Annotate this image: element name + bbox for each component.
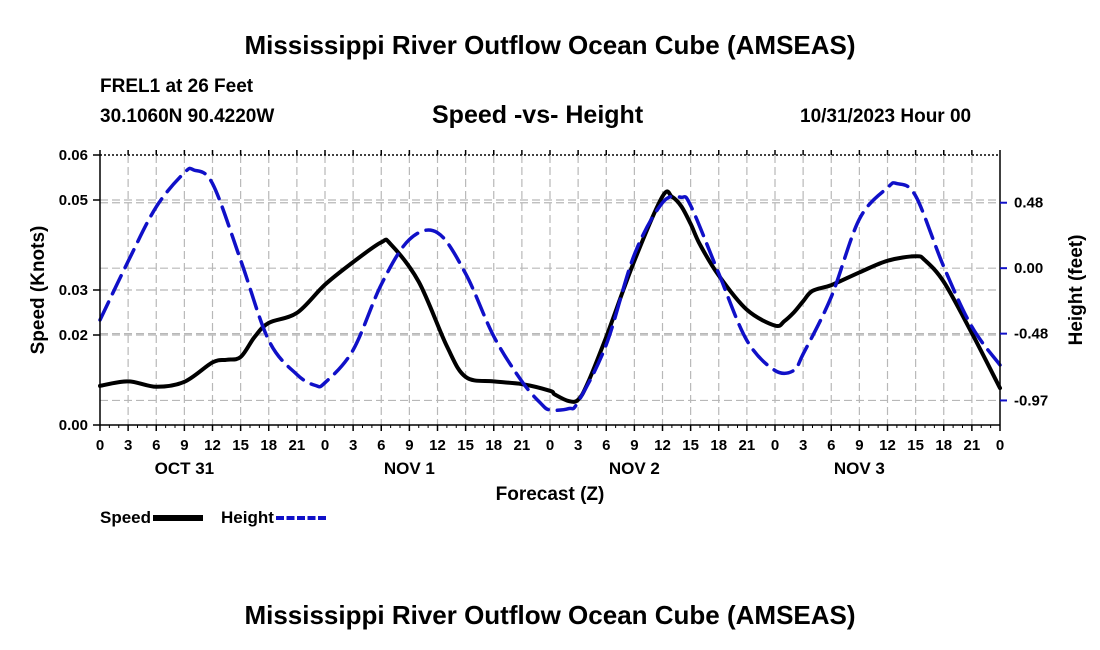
x-tick-label: 15 — [682, 437, 699, 454]
legend: Speed Height — [100, 508, 326, 528]
grid-lines — [100, 155, 1000, 425]
x-day-label: NOV 3 — [834, 459, 885, 478]
x-tick-label: 3 — [799, 437, 807, 454]
x-tick-label: 6 — [602, 437, 610, 454]
x-axis-label: Forecast (Z) — [496, 484, 605, 505]
x-day-label: NOV 2 — [609, 459, 660, 478]
x-tick-label: 3 — [574, 437, 582, 454]
x-tick-label: 0 — [771, 437, 779, 454]
x-tick-label: 0 — [996, 437, 1004, 454]
x-tick-label: 15 — [907, 437, 924, 454]
y2-tick-label: -0.97 — [1014, 392, 1048, 409]
x-tick-label: 0 — [546, 437, 554, 454]
x-tick-label: 6 — [827, 437, 835, 454]
x-tick-label: 9 — [855, 437, 863, 454]
x-tick-label: 18 — [710, 437, 727, 454]
legend-height-swatch — [275, 516, 326, 520]
y-axis-label: Speed (Knots) — [28, 226, 49, 355]
x-tick-label: 9 — [180, 437, 188, 454]
axes-group: 0 3 6 9 12 15 18 21 0 3 6 9 12 15 18 21 0 3 6 9 12 15 18 21 0 3 6 9… — [59, 147, 1048, 478]
y2-tick-label: 0.00 — [1014, 260, 1043, 277]
x-tick-label: 21 — [739, 437, 756, 454]
x-tick-label: 12 — [654, 437, 671, 454]
speed-height-chart: 0 3 6 9 12 15 18 21 0 3 6 9 12 15 18 21 0 3 6 9 12 15 18 21 0 3 6 9… — [28, 147, 1087, 505]
forecast-datetime: 10/31/2023 Hour 00 — [800, 106, 972, 127]
y2-axis-label: Height (feet) — [1066, 235, 1087, 346]
x-tick-label: 0 — [96, 437, 104, 454]
x-tick-label: 21 — [514, 437, 531, 454]
x-tick-label: 15 — [232, 437, 249, 454]
chart-subtitle: Speed -vs- Height — [432, 101, 644, 129]
y2-tick-label: -0.48 — [1014, 326, 1048, 343]
station-label: FREL1 at 26 Feet — [100, 76, 254, 97]
x-tick-label: 6 — [152, 437, 160, 454]
chart-title-bottom: Mississippi River Outflow Ocean Cube (AM… — [244, 600, 856, 630]
x-day-label: NOV 1 — [384, 459, 435, 478]
x-tick-label: 21 — [289, 437, 306, 454]
x-tick-label: 12 — [204, 437, 221, 454]
legend-speed-label: Speed — [100, 508, 152, 527]
height-series-line — [98, 166, 1002, 413]
x-tick-label: 6 — [377, 437, 385, 454]
y-tick-label: 0.02 — [59, 327, 88, 344]
x-tick-label: 3 — [124, 437, 132, 454]
legend-height-label: Height — [221, 508, 274, 527]
x-tick-label: 3 — [349, 437, 357, 454]
x-tick-label: 18 — [935, 437, 952, 454]
x-tick-label: 9 — [405, 437, 413, 454]
y2-tick-label: 0.48 — [1014, 195, 1043, 212]
y-tick-label: 0.03 — [59, 282, 88, 299]
y-tick-label: 0.05 — [59, 192, 88, 209]
x-tick-label: 18 — [260, 437, 277, 454]
chart-title-top: Mississippi River Outflow Ocean Cube (AM… — [244, 30, 856, 60]
x-day-label: OCT 31 — [155, 459, 215, 478]
x-tick-label: 21 — [964, 437, 981, 454]
y-tick-label: 0.06 — [59, 147, 88, 164]
y-tick-label: 0.00 — [59, 417, 88, 434]
x-tick-label: 15 — [457, 437, 474, 454]
coordinates-label: 30.1060N 90.4220W — [100, 106, 275, 127]
x-tick-label: 18 — [485, 437, 502, 454]
x-tick-label: 9 — [630, 437, 638, 454]
legend-speed-swatch — [153, 515, 204, 521]
x-tick-label: 12 — [429, 437, 446, 454]
x-tick-label: 12 — [879, 437, 896, 454]
x-tick-label: 0 — [321, 437, 329, 454]
series-group — [98, 166, 1002, 413]
